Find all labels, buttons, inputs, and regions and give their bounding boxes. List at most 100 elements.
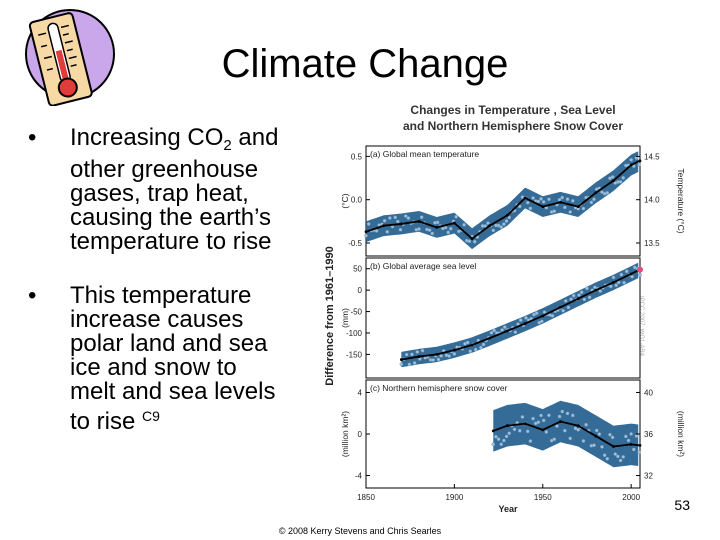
data-point bbox=[576, 297, 580, 301]
observation-point bbox=[605, 191, 610, 195]
observation-point bbox=[536, 420, 541, 424]
uncertainty-band bbox=[366, 151, 639, 250]
observation-point bbox=[637, 162, 641, 167]
observation-point bbox=[571, 199, 575, 203]
bullet-line: to rise C9 bbox=[70, 408, 160, 435]
observation-point bbox=[465, 340, 470, 345]
observation-point bbox=[621, 455, 626, 459]
observation-point bbox=[364, 233, 368, 238]
data-point bbox=[541, 205, 545, 209]
observation-point bbox=[534, 311, 539, 315]
y-tick-label: 0.0 bbox=[351, 196, 363, 205]
data-point bbox=[523, 422, 527, 426]
observation-point bbox=[447, 354, 451, 358]
observation-point bbox=[613, 452, 618, 456]
observation-point bbox=[577, 293, 581, 297]
observation-point bbox=[398, 228, 403, 232]
y-tick-label: -150 bbox=[346, 350, 363, 359]
observation-point bbox=[504, 219, 509, 223]
observation-point bbox=[557, 197, 562, 202]
observation-point bbox=[565, 411, 570, 416]
observation-point bbox=[431, 358, 435, 362]
observation-point bbox=[566, 305, 571, 310]
observation-point bbox=[594, 428, 599, 433]
observation-point bbox=[634, 434, 639, 438]
observation-point bbox=[419, 215, 424, 219]
data-point bbox=[638, 159, 642, 163]
observation-point bbox=[499, 225, 504, 229]
observation-point bbox=[430, 231, 435, 236]
data-point bbox=[576, 424, 580, 428]
observation-point bbox=[542, 310, 547, 314]
observation-point bbox=[568, 210, 572, 214]
data-point bbox=[559, 420, 562, 423]
observation-point bbox=[393, 215, 397, 220]
observation-point bbox=[616, 454, 620, 459]
bullet-line: temperature to rise bbox=[70, 228, 272, 255]
observation-point bbox=[602, 453, 607, 458]
y-axis-label-right: Temperature (°C) bbox=[676, 168, 686, 233]
chart-panel-1: (b) Global average sea level 50 0 -50 -100 -1… bbox=[340, 257, 643, 379]
y-tick-label-right: 32 bbox=[644, 472, 653, 481]
observation-point bbox=[624, 434, 628, 439]
observation-point bbox=[589, 200, 594, 205]
bullet-line: gases, trap heat, bbox=[70, 180, 249, 207]
observation-point bbox=[587, 295, 592, 300]
series-line bbox=[492, 420, 641, 448]
y-tick-label-right: 14.0 bbox=[644, 196, 660, 205]
data-point bbox=[506, 213, 509, 217]
chart-panel-0: (a) Global mean temperature 0.5 0.0 -0.5 (°C… bbox=[340, 145, 686, 257]
observation-point bbox=[473, 347, 478, 352]
data-point bbox=[491, 429, 495, 433]
observation-point bbox=[605, 456, 610, 461]
bullet-co2: • Increasing CO2 and other greenhouse ga… bbox=[28, 126, 328, 254]
data-point bbox=[594, 191, 598, 195]
y-tick-label: 4 bbox=[358, 388, 363, 397]
x-tick-label: 2000 bbox=[622, 493, 640, 502]
observation-point bbox=[618, 180, 623, 184]
observation-point bbox=[637, 450, 641, 455]
y-tick-label: 0 bbox=[358, 430, 363, 439]
observation-point bbox=[518, 318, 523, 322]
observation-point bbox=[598, 289, 603, 293]
x-tick-label: 1850 bbox=[357, 493, 375, 502]
observation-point bbox=[491, 442, 496, 447]
y-tick-label-right: 14.5 bbox=[644, 152, 660, 161]
observation-point bbox=[502, 222, 506, 226]
data-point bbox=[541, 428, 545, 432]
observation-point bbox=[597, 432, 602, 436]
observation-point bbox=[560, 195, 565, 200]
data-point bbox=[399, 222, 403, 226]
observation-point bbox=[531, 196, 535, 200]
bullet-line: polar land and sea bbox=[70, 330, 268, 357]
observation-point bbox=[539, 413, 543, 418]
observation-point bbox=[502, 438, 506, 443]
bullet-line: This temperature bbox=[70, 282, 252, 309]
observation-point bbox=[568, 436, 572, 441]
observation-point bbox=[462, 223, 466, 227]
observation-point bbox=[547, 197, 551, 202]
data-point bbox=[523, 196, 527, 200]
data-point bbox=[629, 442, 633, 446]
observation-point bbox=[608, 432, 612, 437]
observation-point bbox=[407, 362, 412, 367]
shared-ylabel: Difference from 1961–1990 bbox=[324, 246, 336, 385]
data-point bbox=[629, 163, 633, 167]
observation-point bbox=[611, 275, 616, 280]
panel-label: (b) Global average sea level bbox=[370, 261, 476, 271]
data-point bbox=[470, 237, 474, 241]
bullet-line: ice and snow to bbox=[70, 354, 237, 381]
observation-point bbox=[614, 283, 618, 288]
y-axis-label: (mm) bbox=[340, 308, 350, 328]
observation-point bbox=[609, 284, 613, 289]
observation-point bbox=[435, 220, 440, 225]
data-point bbox=[541, 314, 545, 318]
data-point bbox=[506, 424, 509, 428]
observation-point bbox=[500, 328, 504, 332]
observation-point bbox=[621, 176, 626, 180]
data-point bbox=[470, 343, 474, 347]
x-tick-label: 1900 bbox=[445, 493, 463, 502]
observation-point bbox=[496, 437, 501, 441]
data-point bbox=[559, 200, 562, 204]
observation-point bbox=[610, 175, 615, 179]
